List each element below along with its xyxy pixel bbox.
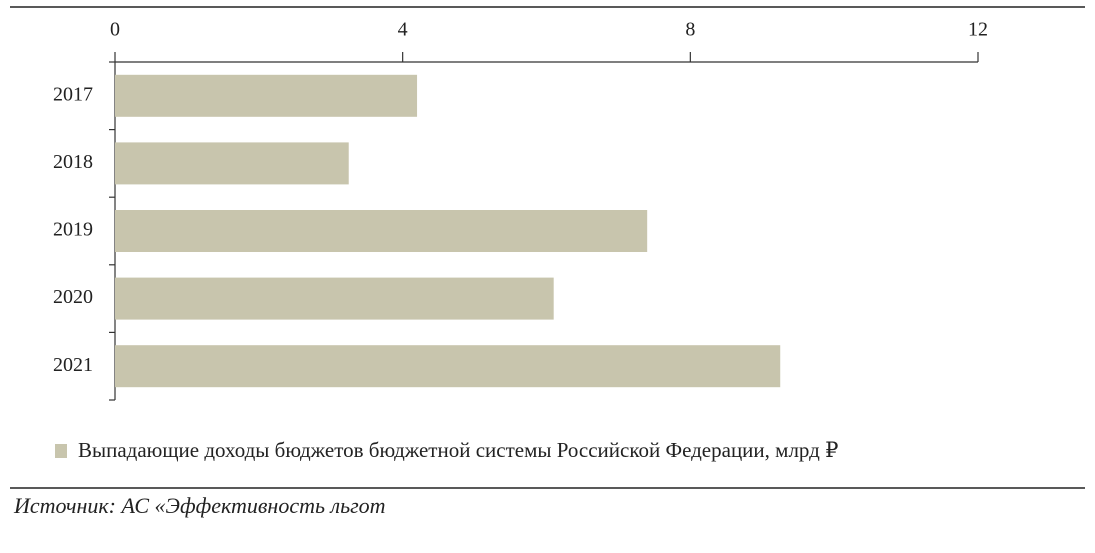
x-tick-label: 0	[110, 19, 120, 41]
x-tick-label: 12	[968, 19, 988, 41]
x-tick-label: 8	[685, 19, 695, 41]
bar	[115, 142, 349, 185]
bar	[115, 345, 781, 388]
y-tick-label: 2017	[53, 83, 93, 105]
bar	[115, 277, 554, 320]
legend-swatch	[55, 444, 67, 458]
y-tick-label: 2019	[53, 219, 93, 241]
bar	[115, 74, 418, 117]
bar	[115, 210, 648, 252]
source-note: Источник: АС «Эффективность льгот	[13, 493, 386, 518]
x-tick-label: 4	[398, 19, 408, 41]
legend-label: Выпадающие доходы бюджетов бюджетной сис…	[78, 438, 838, 462]
y-tick-label: 2018	[53, 151, 93, 173]
y-tick-label: 2021	[53, 354, 93, 376]
y-tick-label: 2020	[53, 286, 93, 308]
